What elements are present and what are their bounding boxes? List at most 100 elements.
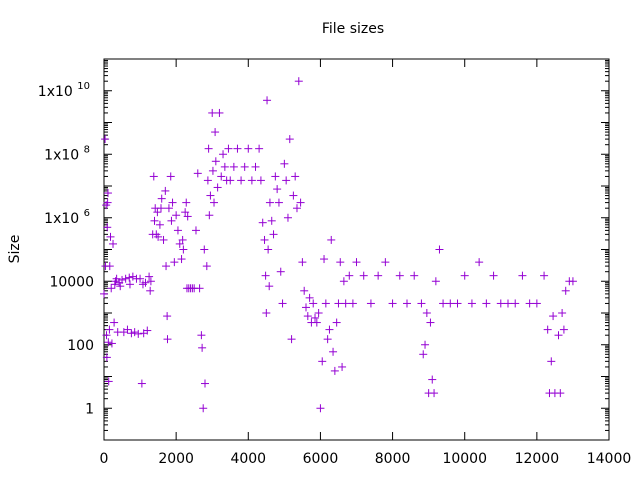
data-point — [435, 245, 444, 254]
data-point — [532, 299, 541, 308]
data-point — [128, 272, 137, 281]
data-point — [247, 176, 256, 185]
data-point — [137, 379, 146, 388]
data-point — [269, 230, 278, 239]
y-tick-label: 1x10 8 — [44, 144, 90, 163]
data-point — [237, 176, 246, 185]
data-point — [146, 277, 155, 286]
data-point — [125, 273, 134, 282]
data-point — [549, 312, 558, 321]
data-point — [329, 347, 338, 356]
data-point — [233, 144, 242, 153]
data-point — [568, 277, 577, 286]
data-point — [338, 362, 347, 371]
data-point — [439, 299, 448, 308]
data-point — [153, 208, 162, 217]
data-point — [267, 216, 276, 225]
data-point — [103, 223, 112, 232]
data-point — [428, 375, 437, 384]
x-tick-label: 14000 — [587, 451, 632, 467]
data-point — [314, 309, 323, 317]
data-point — [263, 96, 272, 105]
data-point — [110, 318, 119, 327]
data-point — [276, 267, 285, 276]
data-point — [101, 135, 110, 144]
data-point — [219, 150, 228, 159]
data-point — [229, 162, 238, 171]
data-point — [312, 318, 321, 327]
data-point — [107, 284, 116, 293]
data-point — [271, 172, 280, 181]
data-point — [204, 144, 213, 153]
data-point — [323, 335, 332, 344]
data-point — [177, 255, 186, 264]
data-point — [195, 284, 204, 293]
data-point — [197, 331, 206, 340]
data-point — [255, 144, 264, 153]
data-point — [320, 255, 329, 264]
data-point — [264, 245, 273, 254]
data-point — [224, 144, 233, 153]
data-point — [426, 318, 435, 327]
data-point — [475, 258, 484, 267]
x-tick-label: 0 — [100, 451, 109, 467]
data-point — [316, 404, 325, 413]
data-point — [127, 329, 136, 338]
y-tick-label: 10000 — [49, 274, 94, 290]
x-tick-label: 6000 — [303, 451, 339, 467]
data-point — [149, 172, 158, 181]
data-point — [422, 309, 431, 317]
data-point — [258, 218, 267, 227]
data-point — [157, 194, 166, 203]
data-point — [103, 198, 112, 207]
data-point — [105, 325, 114, 334]
data-point — [154, 232, 163, 241]
data-point — [540, 271, 549, 280]
data-point — [105, 262, 114, 271]
data-point — [240, 162, 249, 171]
data-point — [318, 357, 327, 366]
data-point — [104, 338, 113, 347]
data-point — [260, 235, 269, 244]
y-tick-label: 1x10 6 — [44, 208, 90, 227]
data-point — [168, 198, 177, 207]
data-point — [183, 212, 192, 221]
data-point — [558, 309, 567, 317]
data-point — [178, 235, 187, 244]
data-point — [359, 271, 368, 280]
data-point — [179, 245, 188, 254]
data-point — [106, 232, 115, 241]
data-point — [256, 176, 265, 185]
data-point — [102, 331, 111, 340]
y-axis: 1 100 10000 1x10 6 1x10 8 1x10 10 — [38, 59, 609, 441]
data-point — [145, 272, 154, 281]
data-point — [287, 335, 296, 344]
data-point — [543, 325, 552, 334]
data-point — [191, 226, 200, 235]
data-point — [265, 282, 274, 291]
data-point — [261, 271, 270, 280]
data-point — [136, 274, 145, 283]
data-point — [381, 258, 390, 267]
data-point — [561, 286, 570, 295]
data-point — [203, 176, 212, 185]
data-point — [181, 208, 190, 217]
x-tick-label: 4000 — [230, 451, 266, 467]
y-tick-label: 1x10 10 — [38, 81, 90, 100]
data-point — [325, 325, 334, 334]
data-point — [309, 299, 318, 308]
data-point — [134, 329, 143, 338]
data-point — [262, 309, 271, 317]
data-point — [193, 169, 202, 178]
x-tick-label: 10000 — [442, 451, 487, 467]
data-point — [161, 186, 170, 195]
data-point — [244, 144, 253, 153]
x-tick-label: 12000 — [515, 451, 560, 467]
data-point — [291, 172, 300, 181]
data-point — [366, 299, 375, 308]
data-point — [511, 299, 520, 308]
data-point — [215, 108, 224, 117]
x-tick-label: 8000 — [375, 451, 411, 467]
data-point — [278, 299, 287, 308]
